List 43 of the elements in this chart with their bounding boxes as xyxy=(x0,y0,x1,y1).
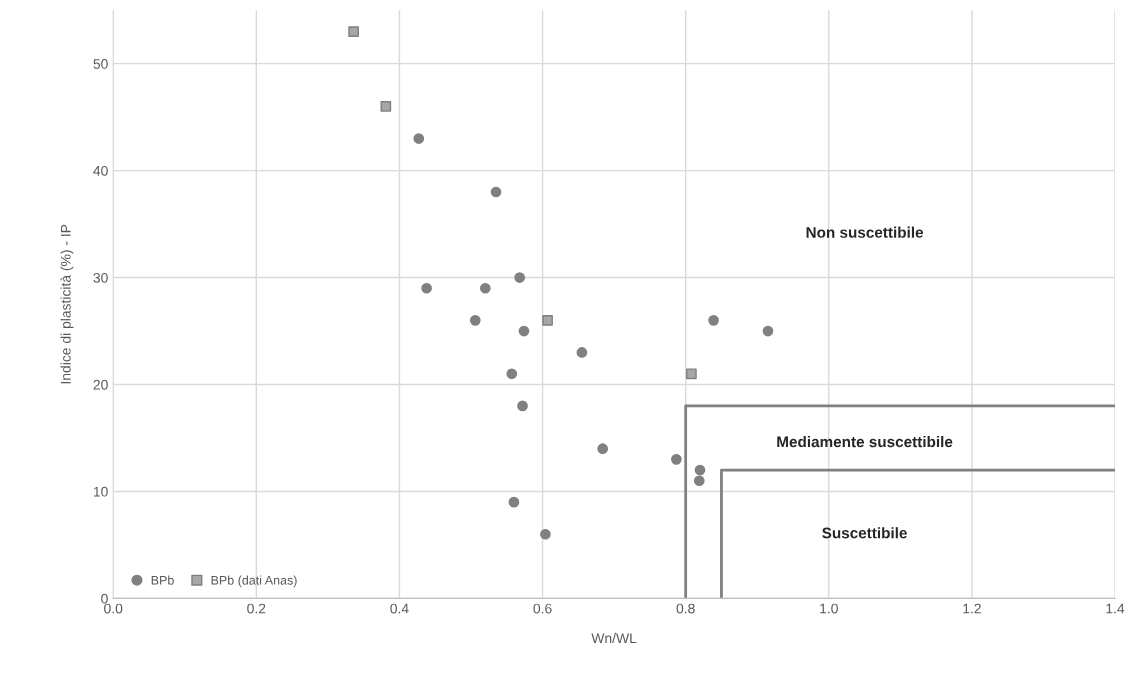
point xyxy=(508,496,520,508)
point xyxy=(490,186,502,198)
x-tick-label: 0.6 xyxy=(533,603,552,614)
x-tick-label: 1.0 xyxy=(820,603,838,614)
point xyxy=(506,368,518,380)
point xyxy=(694,464,706,476)
point xyxy=(380,101,392,112)
y-axis-title: Indice di plasticità (%) - IP xyxy=(60,224,74,384)
point xyxy=(540,528,551,540)
x-tick-label: 1.2 xyxy=(963,603,981,614)
x-tick-label: 0.4 xyxy=(390,603,409,614)
point xyxy=(517,400,528,412)
point xyxy=(708,314,719,326)
point xyxy=(671,454,682,465)
point xyxy=(413,133,425,144)
x-tick-label: 0.8 xyxy=(676,603,695,614)
point xyxy=(518,325,530,337)
point xyxy=(693,475,705,487)
point xyxy=(421,282,432,294)
x-tick-label: 0.2 xyxy=(247,603,266,614)
y-tick-label: 40 xyxy=(93,165,108,176)
x-axis-title: Wn/WL xyxy=(591,632,637,644)
legend-label: BPb xyxy=(151,575,174,585)
point xyxy=(576,347,588,358)
y-tick-label: 20 xyxy=(93,379,108,390)
point xyxy=(514,272,526,283)
point xyxy=(479,282,491,294)
y-tick-label: 0 xyxy=(101,593,108,604)
annotation: Suscettibile xyxy=(822,527,907,539)
point xyxy=(686,368,697,380)
y-tick-label: 30 xyxy=(93,272,108,283)
y-tick-label: 10 xyxy=(93,486,108,497)
annotation: Mediamente suscettibile xyxy=(777,435,953,448)
point xyxy=(597,443,609,455)
y-tick-label: 50 xyxy=(93,59,108,69)
legend-label: BPb (dati Anas) xyxy=(211,575,297,588)
point xyxy=(469,314,481,326)
point xyxy=(542,314,553,326)
x-tick-label: 1.4 xyxy=(1106,603,1125,614)
point xyxy=(348,26,359,37)
x-tick-label: 0.0 xyxy=(104,603,123,614)
point xyxy=(762,325,774,337)
annotation: Non suscettibile xyxy=(806,226,924,238)
